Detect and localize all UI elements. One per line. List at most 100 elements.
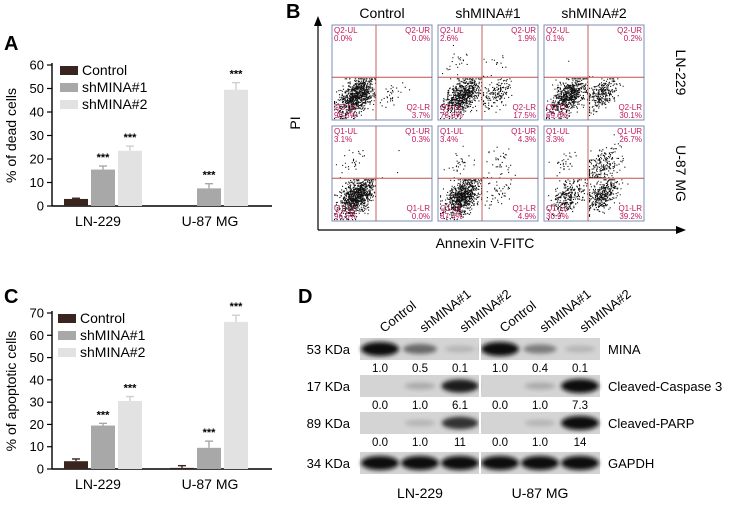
bar: [64, 461, 88, 469]
flow-column-header: Control: [359, 5, 404, 21]
band-quant-value: 0.5: [412, 363, 428, 375]
blot-row: 17 KDa Cleaved-Caspase 3 0.0 1.0 6.1 0.0 1.0 7.…: [307, 375, 722, 412]
band-quant-value: 1.0: [412, 437, 428, 449]
quadrant-ur-label: Q1-UR: [511, 127, 536, 136]
bar: [91, 425, 115, 469]
flow-row-label: LN-229: [673, 50, 689, 96]
bar: [197, 447, 221, 469]
quadrant-ul-value: 3.1%: [334, 135, 352, 144]
quadrant-ll-value: 87.4%: [440, 212, 463, 221]
y-tick-label: 70: [30, 306, 44, 321]
legend-swatch: [60, 83, 78, 92]
significance-mark: ***: [230, 301, 244, 313]
blot-row: 34 KDa GAPDH: [307, 452, 654, 474]
x-category-label: U-87 MG: [182, 213, 239, 229]
significance-mark: ***: [97, 409, 111, 421]
band-name-label: GAPDH: [608, 456, 654, 471]
y-tick-label: 20: [30, 152, 44, 167]
band-quant-value: 0.0: [372, 437, 388, 449]
quadrant-ul-value: 3.3%: [546, 135, 564, 144]
significance-mark: ***: [230, 69, 244, 81]
protein-band: [524, 419, 556, 427]
protein-band: [521, 456, 559, 470]
significance-mark: ***: [124, 132, 138, 144]
band-quant-value: 0.0: [492, 437, 508, 449]
band-quant-value: 1.0: [412, 400, 428, 412]
protein-band: [441, 416, 479, 430]
panel-letter-b: B: [286, 1, 300, 23]
quadrant-ul-label: Q2-UL: [334, 26, 358, 35]
protein-band: [404, 382, 436, 390]
blot-row: 89 KDa Cleaved-PARP 0.0 1.0 11 0.0 1.0 14: [307, 412, 694, 449]
quadrant-ll-label: Q2-LL: [440, 103, 463, 112]
quadrant-ll-label: Q2-LL: [546, 103, 569, 112]
legend-swatch: [58, 331, 76, 340]
panel-letter-c: C: [4, 286, 18, 308]
lane-label: Control: [377, 298, 419, 336]
western-blot-panel: ControlshMINA#1shMINA#2ControlshMINA#1sh…: [307, 286, 723, 501]
quadrant-lr-value: 17.5%: [513, 111, 536, 120]
quadrant-ur-value: 1.9%: [518, 34, 536, 43]
quadrant-ul-label: Q1-UL: [334, 127, 358, 136]
band-quant-value: 11: [454, 437, 466, 449]
y-tick-label: 60: [30, 328, 44, 343]
quadrant-lr-label: Q1-LR: [618, 204, 642, 213]
band-quant-value: 14: [574, 437, 587, 449]
band-quant-value: 6.1: [452, 400, 468, 412]
quadrant-ll-value: 69.6%: [546, 111, 569, 120]
protein-band: [361, 342, 399, 356]
quadrant-ul-label: Q2-UL: [440, 26, 464, 35]
band-size-label: 89 KDa: [307, 416, 351, 431]
legend-entry: Control: [80, 310, 125, 326]
quadrant-ul-value: 2.6%: [440, 34, 458, 43]
legend-entry: Control: [82, 62, 127, 78]
significance-mark: ***: [124, 383, 138, 395]
legend-swatch: [58, 314, 76, 323]
y-tick-label: 50: [30, 81, 44, 96]
quadrant-ur-value: 26.7%: [619, 135, 642, 144]
protein-band: [481, 456, 519, 470]
x-category-label: LN-229: [75, 213, 121, 229]
flow-y-arrow: [314, 16, 322, 26]
band-quant-value: 0.1: [452, 363, 468, 375]
quadrant-ur-label: Q1-UR: [617, 127, 642, 136]
band-quant-value: 0.4: [532, 363, 549, 375]
cell-line-label: LN-229: [397, 485, 443, 501]
y-tick-label: 30: [30, 128, 44, 143]
flow-events: [546, 60, 624, 120]
bar: [224, 321, 248, 469]
bar: [64, 198, 88, 206]
x-category-label: U-87 MG: [182, 476, 239, 492]
panel-letter-d: D: [298, 286, 312, 308]
y-tick-label: 40: [30, 105, 44, 120]
significance-mark: ***: [203, 427, 217, 439]
protein-band: [561, 379, 599, 393]
bar: [118, 401, 142, 469]
legend-entry: shMINA#1: [80, 327, 146, 343]
quadrant-ul-value: 0.0%: [334, 34, 352, 43]
quadrant-lr-label: Q1-LR: [512, 204, 536, 213]
bar: [224, 89, 248, 206]
protein-band: [524, 382, 556, 390]
band-size-label: 17 KDa: [307, 379, 351, 394]
quadrant-lr-value: 30.1%: [619, 111, 642, 120]
bar: [197, 188, 221, 206]
x-category-label: LN-229: [75, 476, 121, 492]
protein-band: [444, 345, 476, 353]
quadrant-ur-label: Q2-UR: [617, 26, 642, 35]
quadrant-ul-label: Q2-UL: [546, 26, 570, 35]
y-tick-label: 60: [30, 58, 44, 73]
protein-band: [561, 416, 599, 430]
flow-events: [440, 44, 513, 120]
legend-entry: shMINA#2: [82, 96, 148, 112]
quadrant-lr-label: Q2-LR: [406, 103, 430, 112]
protein-band: [441, 456, 479, 470]
band-name-label: Cleaved-PARP: [608, 416, 694, 431]
quadrant-ll-label: Q1-LL: [546, 204, 569, 213]
quadrant-ur-value: 0.2%: [624, 34, 642, 43]
